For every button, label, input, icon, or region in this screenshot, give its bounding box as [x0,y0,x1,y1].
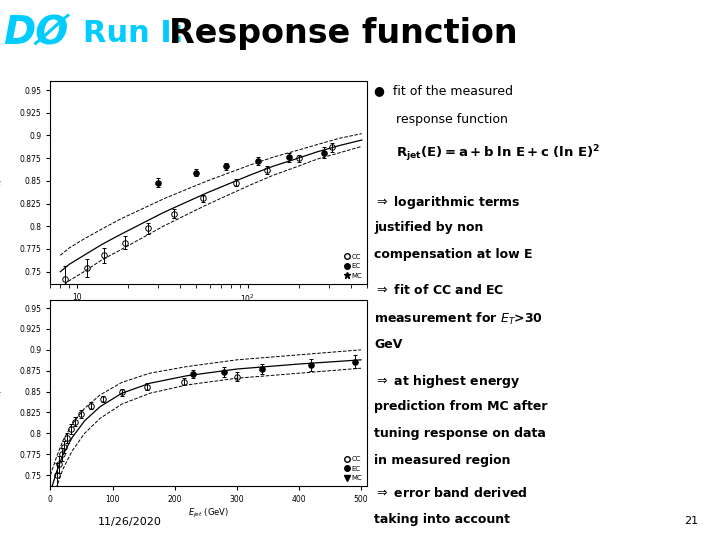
Text: DØ: DØ [4,15,69,53]
Text: $\Rightarrow$ at highest energy: $\Rightarrow$ at highest energy [374,373,521,389]
Text: ●  fit of the measured: ● fit of the measured [374,84,513,97]
Text: response function: response function [396,113,508,126]
Text: $R_{jet}$: $R_{jet}$ [0,175,2,190]
Text: $\mathbf{R_{jet}(E)=a+b\ ln\ E+c\ (ln\ E)^2}$: $\mathbf{R_{jet}(E)=a+b\ ln\ E+c\ (ln\ E… [396,143,600,164]
X-axis label: $E_{jet}$ (GeV): $E_{jet}$ (GeV) [189,507,229,520]
Text: justified by non: justified by non [374,221,484,234]
Text: tuning response on data: tuning response on data [374,427,546,440]
X-axis label: $E_{jet}$ (GeV): $E_{jet}$ (GeV) [189,308,229,321]
Text: $\Rightarrow$ fit of CC and EC: $\Rightarrow$ fit of CC and EC [374,284,505,298]
Text: $\Rightarrow$ error band derived: $\Rightarrow$ error band derived [374,486,528,500]
Text: taking into account: taking into account [374,513,510,526]
Text: 21: 21 [684,516,698,526]
Legend: CC, EC, MC: CC, EC, MC [343,252,364,280]
Text: GeV: GeV [374,338,402,350]
Text: in measured region: in measured region [374,454,511,467]
Text: $\Rightarrow$ logarithmic terms: $\Rightarrow$ logarithmic terms [374,194,521,211]
Text: Run I:: Run I: [83,19,184,48]
Text: measurement for $E_T$>30: measurement for $E_T$>30 [374,310,544,327]
Text: prediction from MC after: prediction from MC after [374,400,548,413]
Text: $R_{jet}$: $R_{jet}$ [0,386,2,400]
Text: compensation at low E: compensation at low E [374,248,533,261]
Text: 11/26/2020: 11/26/2020 [98,516,161,526]
Text: Response function: Response function [169,17,518,50]
Legend: CC, EC, MC: CC, EC, MC [343,455,364,483]
